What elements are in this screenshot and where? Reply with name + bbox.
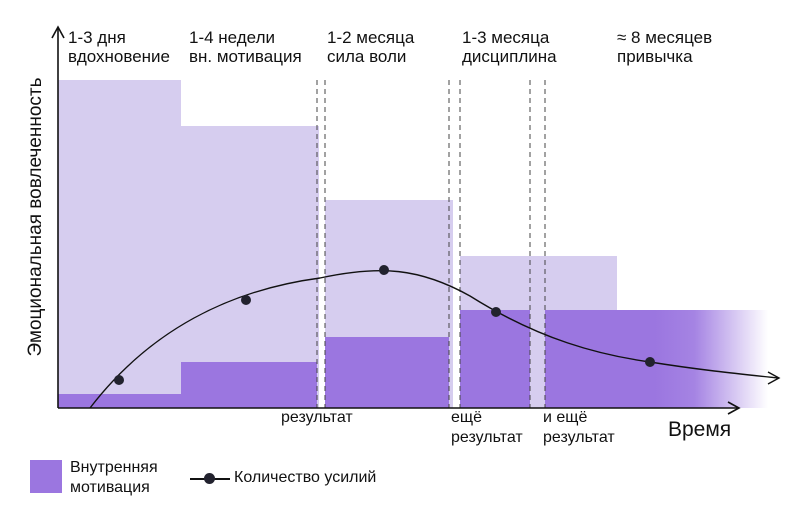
result-label-2-line2: результат (451, 429, 523, 446)
phase-2-title: 1-4 недели (189, 28, 275, 47)
internal-motivation-blocks (58, 310, 768, 408)
phase-5-title: ≈ 8 месяцев (617, 28, 713, 47)
phase-2-subtitle: вн. мотивация (189, 47, 302, 66)
effort-point (114, 375, 124, 385)
result-label-2-line1: ещё (451, 409, 482, 426)
internal-block-fade (655, 310, 768, 408)
phase-1-title: 1-3 дня (68, 28, 126, 47)
involvement-block-inspiration (58, 80, 181, 408)
legend-effort-dot (204, 473, 215, 484)
legend-internal-motivation-line1: Внутренняя (70, 459, 158, 476)
phase-1-subtitle: вдохновение (68, 47, 170, 66)
effort-curve (89, 269, 779, 409)
phase-4-title: 1-3 месяца (462, 28, 550, 47)
result-label-3-line2: результат (543, 429, 615, 446)
result-label-1: результат (281, 409, 353, 426)
legend-internal-motivation-label: Внутренняя мотивация (70, 458, 158, 498)
legend-effort-label: Количество усилий (234, 469, 377, 486)
internal-block-3 (325, 337, 449, 408)
phase-3-subtitle: сила воли (327, 47, 407, 66)
y-axis-label: Эмоциональная вовлеченность (25, 77, 46, 357)
effort-point (379, 265, 389, 275)
effort-curve-arrow (767, 371, 781, 385)
phase-5-subtitle: привычка (617, 47, 693, 66)
internal-block-1 (58, 394, 181, 408)
legend-internal-motivation-swatch (30, 460, 62, 493)
involvement-block-motivation (181, 126, 319, 408)
phase-4-subtitle: дисциплина (462, 47, 557, 66)
internal-block-4 (460, 310, 530, 408)
y-axis-arrow (51, 25, 65, 39)
effort-point (645, 357, 655, 367)
internal-block-2 (181, 362, 317, 408)
effort-point (241, 295, 251, 305)
phase-3-title: 1-2 месяца (327, 28, 415, 47)
internal-block-5 (545, 310, 655, 408)
result-label-3-line1: и ещё (543, 409, 588, 426)
effort-points (114, 265, 655, 385)
x-axis-label: Время (668, 418, 732, 441)
legend-internal-motivation-line2: мотивация (70, 479, 150, 496)
effort-point (491, 307, 501, 317)
result-separators (316, 80, 546, 408)
axes (51, 25, 741, 415)
x-axis-arrow (727, 401, 741, 415)
